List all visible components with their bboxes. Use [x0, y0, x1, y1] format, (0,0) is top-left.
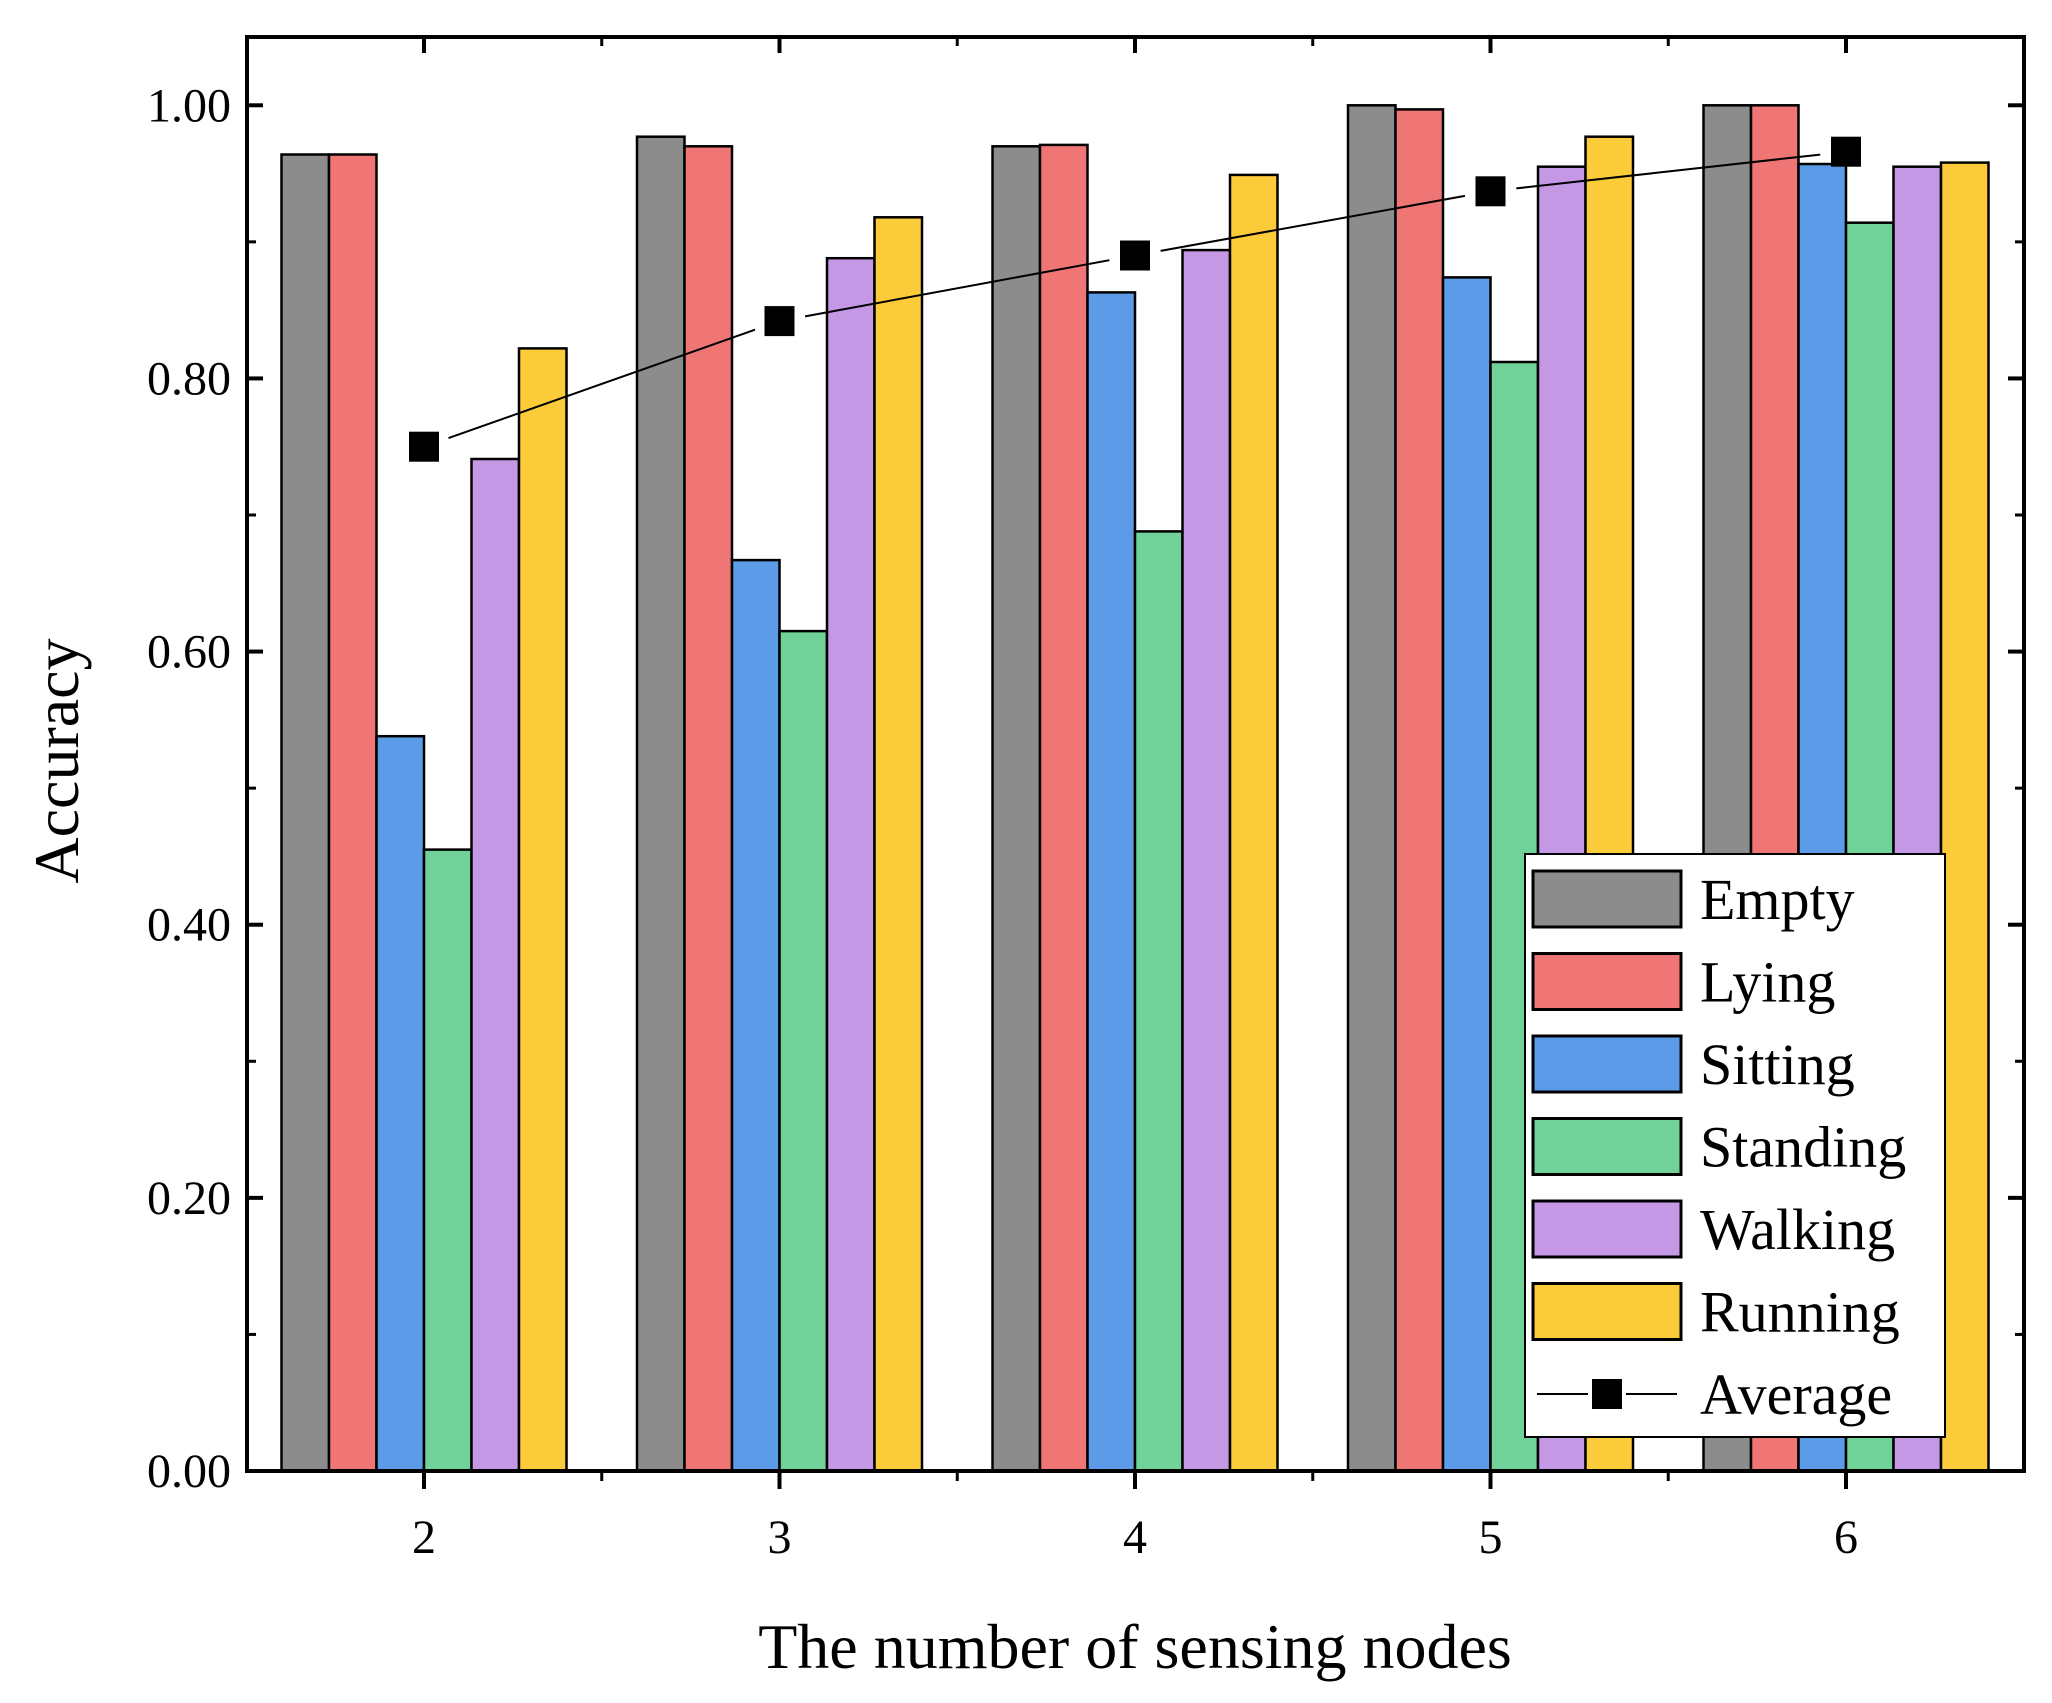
x-tick-label: 4 [1123, 1511, 1147, 1564]
y-tick-label: 0.80 [147, 352, 231, 405]
bar-sitting-4 [1086, 291, 1137, 1473]
bar-running-4 [1228, 173, 1279, 1473]
legend-swatch-lying [1531, 952, 1683, 1011]
bar-standing-3 [778, 629, 829, 1473]
bar-empty-4 [991, 145, 1042, 1473]
legend-swatch-walking [1531, 1199, 1683, 1259]
y-tick-label: 0.00 [147, 1445, 231, 1498]
y-axis-title: Accuracy [21, 638, 92, 883]
bar-running-6 [1939, 161, 1990, 1473]
bars [280, 104, 1990, 1473]
y-tick-label: 0.60 [147, 626, 231, 679]
average-marker-4 [1120, 240, 1150, 271]
legend-label-average: Average [1700, 1362, 1892, 1427]
legend-label-empty: Empty [1700, 867, 1855, 932]
x-axis: 2 3 4 5 6 [412, 37, 1858, 1564]
y-tick-label: 0.40 [147, 899, 231, 952]
bar-empty-5 [1346, 104, 1397, 1473]
y-axis: 0.00 0.20 0.40 0.60 0.80 1.00 [147, 79, 2024, 1498]
legend-marker-average [1592, 1379, 1622, 1409]
average-line-segment [1516, 153, 1821, 190]
average-marker-6 [1831, 136, 1861, 167]
bar-sitting-5 [1441, 276, 1492, 1473]
legend-label-standing: Standing [1700, 1115, 1906, 1180]
bar-walking-4 [1181, 248, 1232, 1473]
bar-walking-3 [825, 256, 876, 1473]
x-tick-label: 3 [768, 1511, 792, 1564]
y-tick-label: 0.20 [147, 1172, 231, 1225]
legend-swatch-standing [1531, 1117, 1683, 1176]
bar-walking-2 [470, 457, 521, 1473]
average-marker-5 [1475, 176, 1506, 207]
legend-label-running: Running [1700, 1280, 1900, 1345]
y-tick-label: 1.00 [147, 79, 231, 132]
x-tick-label: 6 [1834, 1511, 1858, 1564]
bar-empty-3 [635, 135, 686, 1473]
bar-lying-5 [1394, 108, 1445, 1473]
x-tick-label: 5 [1479, 1511, 1503, 1564]
bar-running-3 [873, 216, 924, 1473]
bar-standing-2 [422, 848, 473, 1473]
x-axis-title: The number of sensing nodes [758, 1611, 1512, 1682]
average-marker-3 [764, 306, 795, 337]
legend-swatch-running [1531, 1282, 1683, 1341]
legend-label-sitting: Sitting [1700, 1032, 1855, 1097]
bar-running-2 [517, 347, 568, 1473]
average-line-segment [448, 328, 756, 440]
bar-lying-2 [327, 153, 378, 1473]
bar-lying-3 [683, 145, 734, 1473]
bar-sitting-2 [375, 734, 426, 1473]
bar-standing-4 [1133, 530, 1184, 1473]
average-line-segment [804, 259, 1110, 318]
bar-sitting-3 [730, 558, 781, 1473]
average-marker-2 [409, 431, 439, 462]
bar-empty-2 [280, 153, 331, 1473]
legend-label-lying: Lying [1700, 950, 1835, 1015]
legend-swatch-sitting [1531, 1034, 1683, 1094]
legend-swatch-empty [1531, 869, 1683, 929]
average-line-segment [1160, 194, 1466, 252]
average-line [409, 136, 1861, 462]
bar-lying-4 [1038, 143, 1089, 1473]
legend: Empty Lying Sitting Standing Walking Running A… [1524, 853, 1946, 1438]
x-tick-label: 2 [412, 1511, 436, 1564]
legend-label-walking: Walking [1700, 1197, 1895, 1262]
